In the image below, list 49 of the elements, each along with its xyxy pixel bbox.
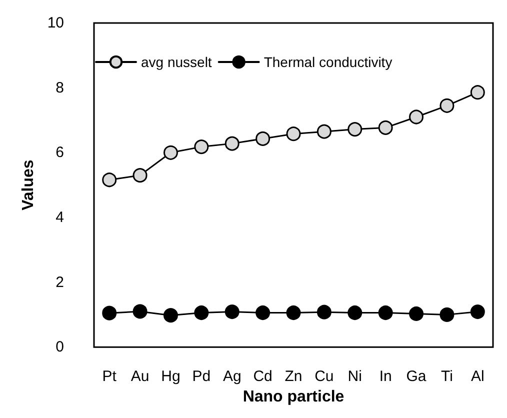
x-tick-label: In xyxy=(379,368,392,386)
point xyxy=(409,110,424,124)
point xyxy=(163,308,178,323)
y-tick-label: 2 xyxy=(56,274,64,291)
x-tick-label: Pt xyxy=(102,368,118,386)
point xyxy=(224,136,240,151)
point xyxy=(316,124,332,139)
y-tick-label: 10 xyxy=(47,14,64,32)
point xyxy=(224,304,240,320)
x-tick-label: Al xyxy=(470,368,484,386)
x-tick-label: Ag xyxy=(222,368,242,386)
point xyxy=(163,145,178,160)
y-axis-title: Values xyxy=(20,160,37,210)
x-tick-label: Cu xyxy=(314,368,334,386)
point xyxy=(102,172,117,188)
point xyxy=(348,306,362,320)
point xyxy=(378,120,393,135)
point xyxy=(132,168,148,183)
point xyxy=(194,140,209,154)
point xyxy=(256,131,270,146)
y-tick-label: 6 xyxy=(56,144,64,162)
point xyxy=(378,306,393,320)
legend-label: avg nusselt xyxy=(141,54,212,70)
x-tick-label: Ti xyxy=(440,368,453,386)
point xyxy=(440,98,454,113)
point xyxy=(194,306,209,320)
point xyxy=(440,307,454,322)
legend-label: Thermal conductivity xyxy=(264,54,392,70)
x-tick-label: Zn xyxy=(284,368,302,386)
point xyxy=(316,304,332,320)
point xyxy=(348,122,362,137)
point xyxy=(470,304,485,320)
point xyxy=(470,85,485,100)
x-tick-label: Cd xyxy=(253,368,272,386)
y-tick-label: 0 xyxy=(56,338,64,356)
x-tick-label: Ga xyxy=(406,368,427,386)
x-axis-title: Nano particle xyxy=(242,388,344,406)
x-tick-label: Ni xyxy=(348,368,362,386)
point xyxy=(132,304,148,319)
y-tick-label: 4 xyxy=(56,208,64,226)
point xyxy=(286,126,301,142)
y-tick-label: 8 xyxy=(56,79,64,96)
x-tick-label: Hg xyxy=(161,368,180,386)
point xyxy=(409,306,424,321)
x-tick-label: Au xyxy=(130,368,150,386)
point xyxy=(286,306,301,320)
x-tick-label: Pd xyxy=(192,368,211,386)
point xyxy=(102,306,117,320)
point xyxy=(256,306,270,320)
